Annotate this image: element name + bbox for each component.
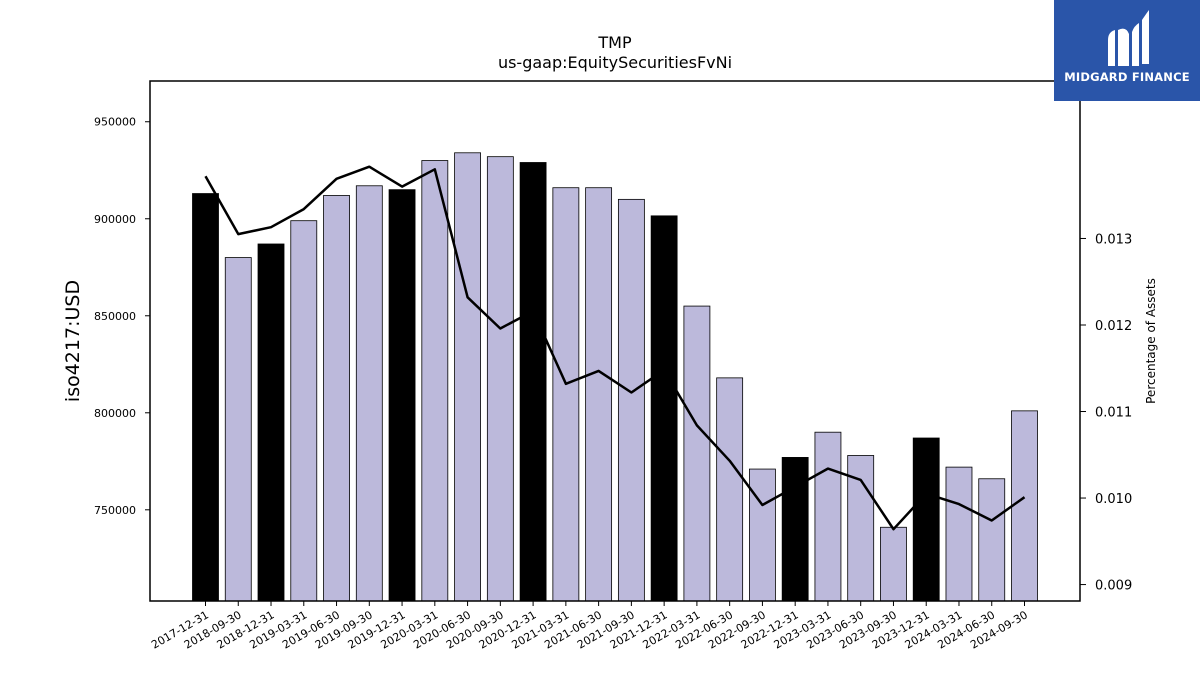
bar-2018-12-31 [257, 243, 285, 602]
chart-subtitle: us-gaap:EquitySecuritiesFvNi [498, 53, 732, 72]
bar-2021-03-31 [552, 187, 580, 602]
y2-tick-label: 0.011 [1095, 406, 1132, 421]
bar-2022-09-30 [749, 468, 776, 602]
brand-name: MIDGARD FINANCE [1064, 70, 1190, 84]
bar-2022-12-31 [781, 457, 809, 602]
bar-2019-03-31 [290, 220, 318, 602]
bars-group [192, 152, 1038, 602]
y-axis-label: iso4217:USD [62, 280, 84, 402]
chart-title: TMP [597, 33, 632, 52]
bar-2024-06-30 [978, 478, 1006, 602]
line-layer [204, 165, 1026, 531]
bar-2023-12-31 [912, 437, 940, 602]
y-tick-label: 850000 [94, 310, 136, 323]
bar-2018-09-30 [224, 257, 252, 602]
bar-2023-03-31 [814, 431, 842, 602]
y-tick-label: 900000 [94, 213, 136, 226]
bar-2017-12-31 [192, 193, 219, 602]
bar-2022-06-30 [716, 377, 744, 602]
midgard-logo-icon [1108, 10, 1149, 66]
bar-2019-12-31 [388, 189, 416, 602]
x-axis: 2017-12-312018-09-302018-12-312019-03-31… [149, 601, 1030, 652]
bar-2021-06-30 [585, 187, 613, 602]
y2-tick-label: 0.010 [1095, 492, 1132, 507]
percent-of-assets-line [204, 165, 1026, 531]
bar-2019-09-30 [355, 185, 383, 602]
bar-2024-09-30 [1011, 410, 1038, 602]
bar-2021-09-30 [617, 198, 645, 602]
y2-tick-label: 0.013 [1095, 232, 1132, 247]
y2-tick-label: 0.012 [1095, 319, 1132, 334]
y2-axis-label: Percentage of Assets [1144, 278, 1158, 404]
y2-tick-label: 0.009 [1095, 579, 1132, 594]
brand-logo: MIDGARD FINANCE [1054, 0, 1200, 101]
bar-2019-06-30 [323, 195, 350, 602]
plot-frame [149, 80, 1081, 602]
bar-2020-03-31 [421, 160, 449, 602]
y-tick-label: 800000 [94, 407, 136, 420]
bar-2021-12-31 [650, 215, 678, 602]
bar-2023-09-30 [880, 526, 907, 602]
bar-2024-03-31 [945, 466, 973, 602]
y-tick-label: 750000 [94, 504, 136, 517]
bar-2022-03-31 [683, 305, 711, 602]
y-tick-label: 950000 [94, 116, 136, 129]
y-axis: 750000 800000 850000 900000 950000 [94, 116, 150, 517]
bar-2020-09-30 [486, 156, 514, 602]
bar-2020-12-31 [519, 162, 547, 602]
y2-axis: 0.009 0.010 0.011 0.012 0.013 [1080, 232, 1132, 594]
bar-2020-06-30 [454, 152, 481, 602]
